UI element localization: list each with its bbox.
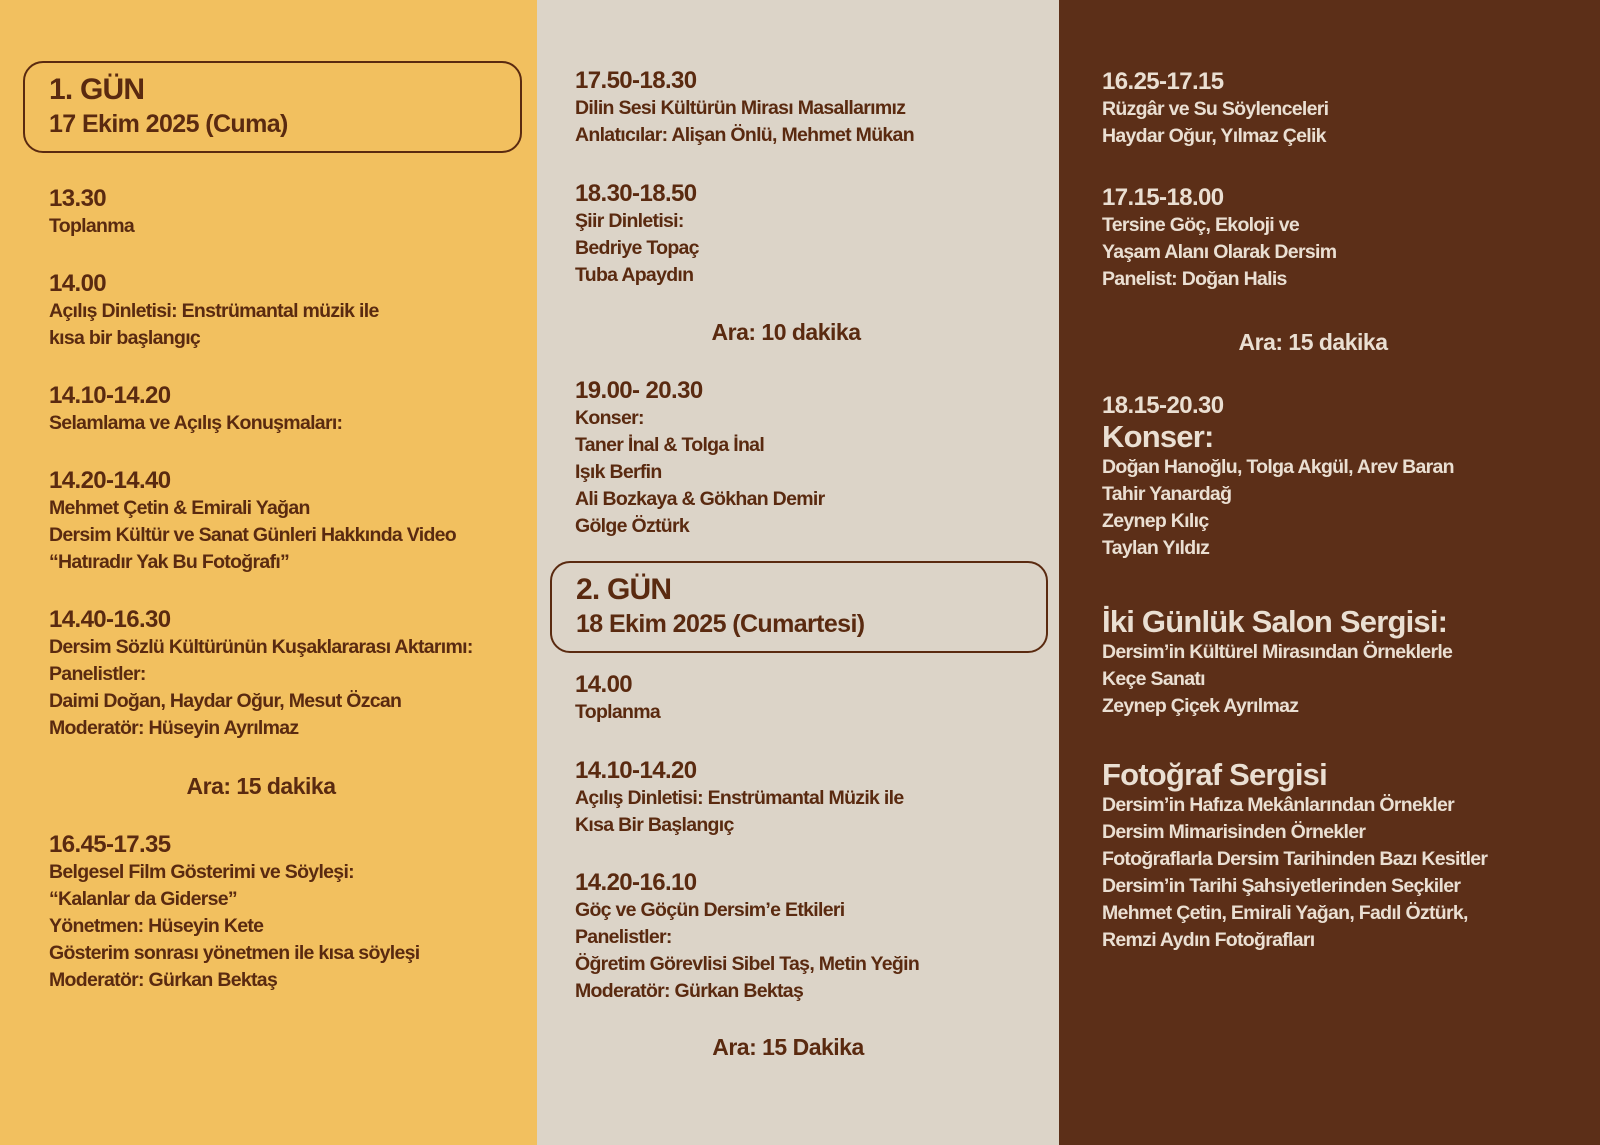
section-heading: Fotoğraf Sergisi: [1102, 757, 1328, 792]
item-line: Açılış Dinletisi: Enstrümantal müzik ile: [49, 300, 379, 322]
item-line: Açılış Dinletisi: Enstrümantal Müzik ile: [575, 787, 904, 809]
program-item: 18.15-20.30 Konser: Doğan Hanoğlu, Tolga A…: [1102, 392, 1455, 562]
item-line: Bedriye Topaç: [575, 237, 700, 259]
item-line: Rüzgâr ve Su Söylenceleri: [1102, 98, 1329, 120]
item-line: Remzi Aydın Fotoğrafları: [1102, 929, 1315, 951]
item-line: Kısa Bir Başlangıç: [575, 814, 734, 836]
item-line: Gölge Öztürk: [575, 515, 690, 537]
time-label: 16.25-17.15: [1102, 68, 1224, 95]
program-item: 13.30 Toplanma: [49, 185, 135, 240]
item-line: Zeynep Çiçek Ayrılmaz: [1102, 695, 1299, 717]
day-title: 2. GÜN: [576, 573, 672, 606]
program-item: 17.50-18.30 Dilin Sesi Kültürün Mirası Ma…: [575, 67, 915, 149]
program-item: 14.40-16.30 Dersim Sözlü Kültürünün Kuşak…: [49, 606, 473, 742]
program-item: 18.30-18.50 Şiir Dinletisi: Bedriye Topaç T…: [575, 180, 700, 289]
item-line: Tahir Yanardağ: [1102, 483, 1232, 505]
time-label: 14.10-14.20: [575, 757, 697, 784]
program-item: 19.00- 20.30 Konser: Taner İnal & Tolga İn…: [575, 377, 825, 540]
time-label: 13.30: [49, 185, 107, 212]
item-line: Moderatör: Gürkan Bektaş: [49, 969, 278, 991]
item-line: Mehmet Çetin & Emirali Yağan: [49, 497, 310, 519]
program-item: 14.00 Açılış Dinletisi: Enstrümantal müzi…: [49, 270, 379, 352]
item-line: Gösterim sonrası yönetmen ile kısa söyle…: [49, 942, 420, 964]
item-line: Göç ve Göçün Dersim’e Etkileri: [575, 899, 845, 921]
item-line: Zeynep Kılıç: [1102, 510, 1209, 532]
item-line: Selamlama ve Açılış Konuşmaları:: [49, 412, 343, 434]
day2-header: 2. GÜN 18 Ekim 2025 (Cumartesi): [550, 561, 1048, 653]
item-line: Dersim Mimarisinden Örnekler: [1102, 821, 1366, 843]
program-item: Fotoğraf Sergisi Dersim’in Hafıza Mekânla…: [1102, 757, 1488, 954]
item-line: Doğan Hanoğlu, Tolga Akgül, Arev Baran: [1102, 456, 1455, 478]
program-item: 14.10-14.20 Açılış Dinletisi: Enstrümanta…: [575, 757, 904, 839]
item-line: “Kalanlar da Giderse”: [49, 888, 238, 910]
item-line: Tersine Göç, Ekoloji ve: [1102, 214, 1300, 236]
time-label: 14.20-14.40: [49, 467, 171, 494]
item-line: Panelistler:: [575, 926, 672, 948]
time-label: 17.15-18.00: [1102, 184, 1224, 211]
program-item: 17.15-18.00 Tersine Göç, Ekoloji ve Yaşam …: [1102, 184, 1337, 293]
item-line: Öğretim Görevlisi Sibel Taş, Metin Yeğin: [575, 953, 920, 975]
item-line: Taner İnal & Tolga İnal: [575, 434, 765, 456]
item-line: Konser:: [575, 407, 644, 429]
item-line: Işık Berfin: [575, 461, 662, 483]
section-heading: İki Günlük Salon Sergisi:: [1102, 604, 1448, 639]
program-item: 14.20-14.40 Mehmet Çetin & Emirali Yağan D…: [49, 467, 457, 576]
day-date: 17 Ekim 2025 (Cuma): [49, 110, 288, 138]
time-label: 18.15-20.30: [1102, 392, 1224, 419]
item-line: Fotoğraflarla Dersim Tarihinden Bazı Kes…: [1102, 848, 1488, 870]
time-label: 18.30-18.50: [575, 180, 697, 207]
break-label: Ara: 15 dakika: [186, 773, 336, 799]
item-line: Dersim’in Hafıza Mekânlarından Örnekler: [1102, 794, 1455, 816]
column-middle: 2. GÜN 18 Ekim 2025 (Cumartesi) Ara: 10 …: [537, 0, 1059, 1145]
item-line: Moderatör: Gürkan Bektaş: [575, 980, 804, 1002]
time-label: 19.00- 20.30: [575, 377, 703, 404]
day-title: 1. GÜN: [49, 73, 145, 106]
section-heading: Konser:: [1102, 419, 1214, 454]
program-item: 16.45-17.35 Belgesel Film Gösterimi ve Sö…: [49, 831, 420, 994]
day-date: 18 Ekim 2025 (Cumartesi): [576, 610, 865, 638]
item-line: Belgesel Film Gösterimi ve Söyleşi:: [49, 861, 355, 883]
time-label: 14.20-16.10: [575, 869, 697, 896]
program-item: 14.10-14.20 Selamlama ve Açılış Konuşmala…: [49, 382, 343, 437]
column-day1: 1. GÜN 17 Ekim 2025 (Cuma) Ara: 15 dakik…: [0, 0, 537, 1145]
program-item: İki Günlük Salon Sergisi: Dersim’in Kültü…: [1102, 604, 1453, 720]
item-line: Mehmet Çetin, Emirali Yağan, Fadıl Öztür…: [1102, 902, 1468, 924]
time-label: 14.10-14.20: [49, 382, 171, 409]
break-label: Ara: 15 Dakika: [712, 1034, 864, 1060]
item-line: Taylan Yıldız: [1102, 537, 1210, 559]
item-line: Toplanma: [49, 215, 135, 237]
column-right: Ara: 15 dakika 16.25-17.15 Rüzgâr ve Su S…: [1059, 0, 1600, 1145]
time-label: 17.50-18.30: [575, 67, 697, 94]
item-line: Moderatör: Hüseyin Ayrılmaz: [49, 717, 299, 739]
time-label: 14.00: [49, 270, 107, 297]
break-label: Ara: 10 dakika: [711, 319, 861, 345]
program-item: 14.20-16.10 Göç ve Göçün Dersim’e Etkiler…: [575, 869, 920, 1005]
item-line: Dersim’in Tarihi Şahsiyetlerinden Seçkil…: [1102, 875, 1461, 897]
item-line: Dersim Sözlü Kültürünün Kuşaklararası Ak…: [49, 636, 473, 658]
item-line: Tuba Apaydın: [575, 264, 694, 286]
item-line: Anlatıcılar: Alişan Önlü, Mehmet Mükan: [575, 124, 915, 146]
program-item: 14.00 Toplanma: [575, 671, 661, 726]
time-label: 16.45-17.35: [49, 831, 171, 858]
item-line: Dersim Kültür ve Sanat Günleri Hakkında …: [49, 524, 457, 546]
item-line: Dilin Sesi Kültürün Mirası Masallarımız: [575, 97, 906, 119]
item-line: Dersim’in Kültürel Mirasından Örneklerle: [1102, 641, 1453, 663]
item-line: Toplanma: [575, 701, 661, 723]
item-line: Daimi Doğan, Haydar Oğur, Mesut Özcan: [49, 690, 402, 712]
item-line: Yönetmen: Hüseyin Kete: [49, 915, 264, 937]
time-label: 14.00: [575, 671, 633, 698]
break-label: Ara: 15 dakika: [1238, 329, 1388, 355]
item-line: Ali Bozkaya & Gökhan Demir: [575, 488, 825, 510]
item-line: Yaşam Alanı Olarak Dersim: [1102, 241, 1337, 263]
time-label: 14.40-16.30: [49, 606, 171, 633]
item-line: kısa bir başlangıç: [49, 327, 201, 349]
day1-header: 1. GÜN 17 Ekim 2025 (Cuma): [23, 61, 522, 153]
item-line: Haydar Oğur, Yılmaz Çelik: [1102, 125, 1327, 147]
item-line: Panelist: Doğan Halis: [1102, 268, 1287, 290]
item-line: Panelistler:: [49, 663, 146, 685]
item-line: “Hatıradır Yak Bu Fotoğrafı”: [49, 551, 290, 573]
item-line: Keçe Sanatı: [1102, 668, 1206, 690]
program-item: 16.25-17.15 Rüzgâr ve Su Söylenceleri Hayd…: [1102, 68, 1329, 150]
item-line: Şiir Dinletisi:: [575, 210, 684, 232]
